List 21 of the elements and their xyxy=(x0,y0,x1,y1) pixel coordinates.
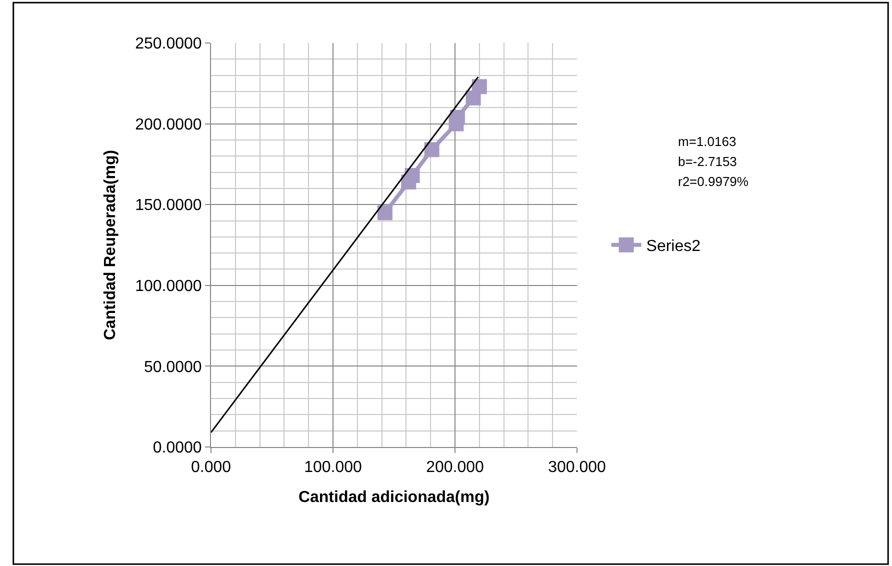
y-tick-label: 250.0000 xyxy=(135,36,202,53)
x-tick-label: 0.000 xyxy=(190,459,232,476)
point xyxy=(450,110,465,125)
y-tick-label: 200.0000 xyxy=(135,116,202,134)
point xyxy=(404,168,420,184)
y-tick-label: 150.0000 xyxy=(135,197,202,214)
x-tick-label: 300.000 xyxy=(548,459,606,476)
point xyxy=(472,79,487,94)
y-tick-label: 50.0000 xyxy=(144,358,202,376)
y-tick-label: 100.0000 xyxy=(135,278,202,295)
text: m=1.0163 xyxy=(678,134,736,149)
point xyxy=(424,142,440,158)
point xyxy=(377,205,392,220)
y-axis-title: Cantidad Reuperada(mg) xyxy=(102,150,119,340)
text: r2=0.9979% xyxy=(678,174,749,189)
x-tick-label: 100.000 xyxy=(304,459,362,476)
text: b=-2.7153 xyxy=(678,154,737,169)
x-tick-label: 200.000 xyxy=(426,459,484,476)
x-axis-title: Cantidad adicionada(mg) xyxy=(298,488,490,506)
legend-label: Series2 xyxy=(646,238,701,256)
y-tick-label: 0.0000 xyxy=(152,440,202,457)
